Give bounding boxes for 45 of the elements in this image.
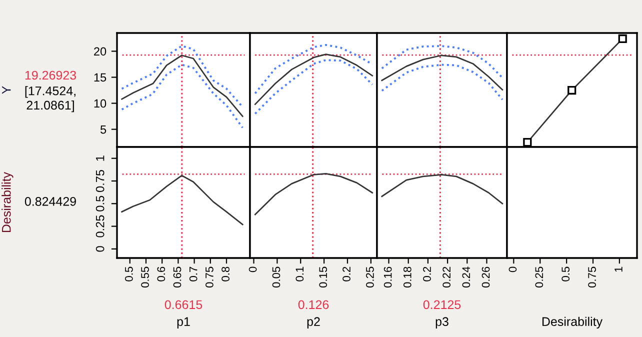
y-axis-title: Y xyxy=(2,86,11,94)
y-tick-label: 10 xyxy=(94,99,106,108)
x-tick-label: 0.05 xyxy=(272,266,280,288)
x-tick-label: 0.2 xyxy=(342,266,350,282)
y-tick-label: 0 xyxy=(96,246,104,252)
x-axis-title: p1 xyxy=(177,317,190,328)
x-tick-label: 0.75 xyxy=(588,266,596,288)
x-axis-title: p2 xyxy=(307,317,320,328)
x-tick-label: 0.5 xyxy=(562,266,570,282)
x-tick-label: 0.75 xyxy=(206,266,214,288)
x-tick-label: 0.25 xyxy=(535,266,544,288)
x-tick-label: 1 xyxy=(614,266,622,272)
y-tick-label: 15 xyxy=(94,73,106,82)
x-tick-label: 0 xyxy=(508,266,517,272)
x-tick-label: 0.8 xyxy=(222,266,230,282)
x-tick-label: 0 xyxy=(248,266,257,272)
x-tick-label: 0.1 xyxy=(296,266,304,282)
x-tick-label: 0.25 xyxy=(366,266,374,288)
x-tick-label: 0.18 xyxy=(403,266,412,288)
x-tick-label: 0.2 xyxy=(423,266,431,282)
x-axis-title: Desirability xyxy=(542,316,603,328)
y-tick-label: 0.75 xyxy=(96,170,104,192)
x-tick-label: 0.55 xyxy=(141,266,149,288)
x-tick-label: 0.5 xyxy=(124,266,133,282)
text: [17.4524, 21.0861] xyxy=(25,86,76,112)
x-tick-label: 0.65 xyxy=(173,266,182,288)
x-tick-label: 0.16 xyxy=(384,266,392,288)
ref-line-label: 19.26923 xyxy=(25,70,76,80)
x-tick-label: 0.7 xyxy=(189,266,198,282)
x-tick-label: 0.24 xyxy=(462,266,470,288)
x-tick-label: 0.26 xyxy=(482,266,490,288)
x-axis-title: p3 xyxy=(436,317,448,328)
y-tick-label: 20 xyxy=(94,47,106,56)
text: 0.824429 xyxy=(24,197,76,206)
x-tick-label: 0.6 xyxy=(157,266,166,282)
x-tick-label: 0.22 xyxy=(442,266,451,288)
x-tick-label: 0.15 xyxy=(319,266,328,288)
y-tick-label: 0.25 xyxy=(96,215,104,238)
y-tick-label: 5 xyxy=(100,125,106,134)
y-tick-label: 0.5 xyxy=(96,196,104,212)
ref-line-label: 0.2125 xyxy=(423,300,461,310)
ref-line-label: 0.126 xyxy=(298,300,329,310)
y-tick-label: 1 xyxy=(96,156,104,161)
y-axis-title: Desirability xyxy=(2,172,14,232)
ref-line-label: 0.6615 xyxy=(164,300,202,310)
